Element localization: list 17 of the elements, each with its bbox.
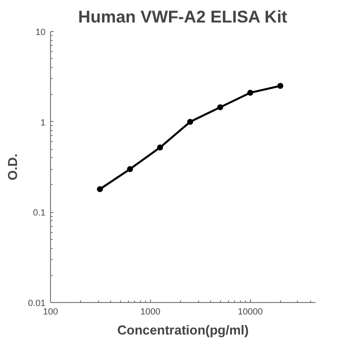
point: [247, 90, 254, 96]
y-tick-label: 0.1: [32, 208, 46, 218]
x-tick-label: 100: [42, 306, 58, 316]
point: [217, 104, 224, 110]
point: [96, 186, 103, 192]
x-axis-title: Concentration(pg/ml): [117, 322, 249, 338]
chart-title: Human VWF-A2 ELISA Kit: [78, 8, 288, 26]
x-tick-label: 1000: [140, 306, 160, 316]
y-tick-label: 10: [35, 27, 46, 37]
y-tick-label: 0.01: [28, 298, 46, 308]
x-tick-label: 10000: [238, 306, 263, 316]
point: [157, 144, 164, 150]
point: [187, 118, 194, 125]
y-tick-label: 1: [40, 117, 46, 128]
point: [126, 166, 133, 172]
y-axis-title: O.D.: [4, 154, 20, 180]
point: [277, 82, 284, 89]
